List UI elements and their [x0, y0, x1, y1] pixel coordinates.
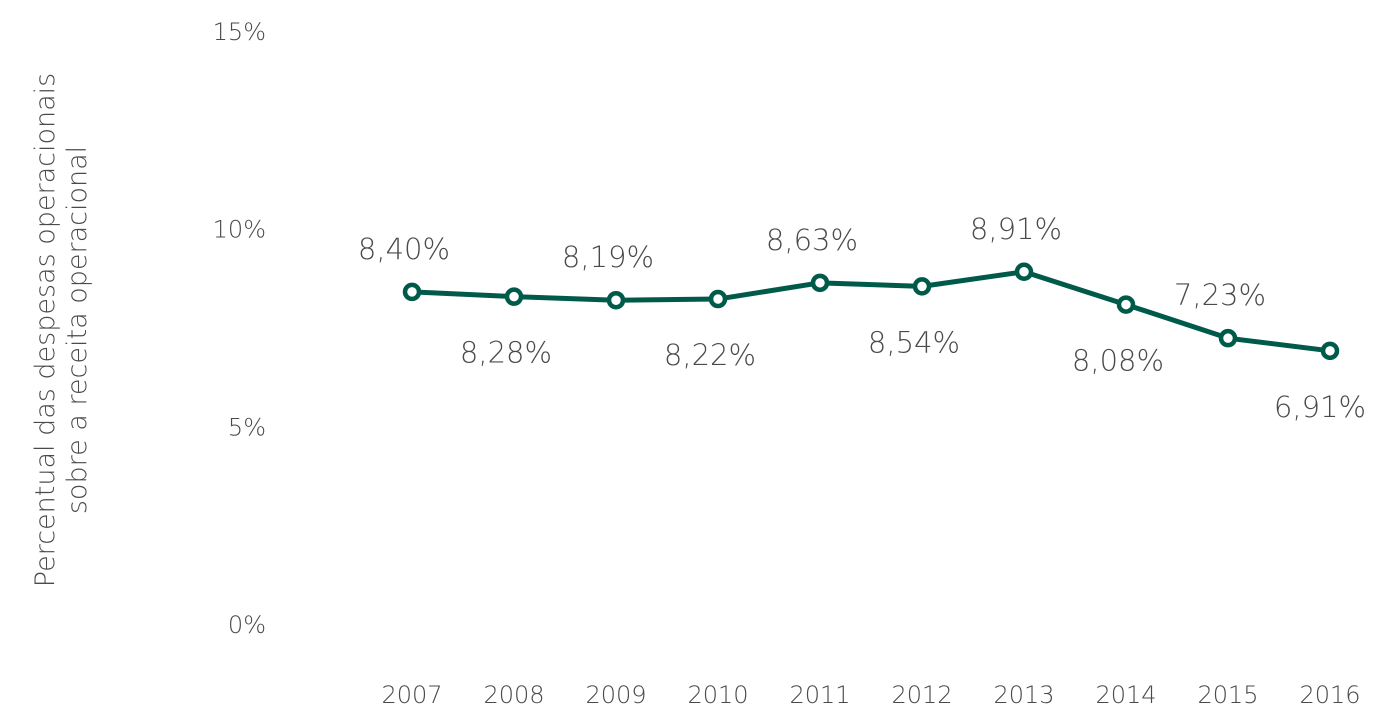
x-tick-label: 2010	[687, 681, 748, 709]
x-tick-label: 2014	[1095, 681, 1156, 709]
series-line	[411, 269, 1331, 354]
data-labels: 8,40% 8,28% 8,19% 8,22% 8,63% 8,54% 8,91% 8,08%…	[358, 212, 1366, 424]
x-tick-label: 2012	[891, 681, 952, 709]
data-point-marker	[504, 287, 524, 306]
data-label: 8,54%	[868, 325, 960, 359]
y-tick-label: 10%	[213, 216, 266, 244]
x-axis-ticks: 2007 2008 2009 2010 2011 2012 2013 2014 2015 2016	[381, 681, 1360, 709]
x-tick-label: 2013	[993, 681, 1054, 709]
y-tick-label: 15%	[213, 18, 266, 46]
data-label: 7,23%	[1174, 278, 1266, 312]
data-label: 8,08%	[1072, 344, 1164, 378]
data-point-marker	[402, 282, 422, 302]
y-axis-title-line-1: Percentual das despesas operacionais	[30, 73, 61, 588]
x-tick-label: 2008	[483, 681, 544, 709]
x-tick-label: 2009	[585, 681, 646, 709]
data-label: 8,40%	[358, 232, 450, 266]
data-point-marker	[1320, 341, 1340, 361]
x-tick-label: 2015	[1197, 681, 1258, 709]
y-axis-title-line-2: sobre a receita operacional	[62, 146, 93, 514]
data-point-marker	[1014, 262, 1034, 282]
x-tick-label: 2016	[1299, 681, 1360, 709]
data-point-marker	[708, 289, 728, 309]
data-point-marker	[1116, 295, 1136, 314]
y-axis-title: Percentual das despesas operacionais sob…	[30, 73, 93, 588]
y-tick-label: 5%	[228, 413, 266, 441]
data-label: 6,91%	[1274, 390, 1366, 424]
data-label: 8,91%	[970, 212, 1062, 246]
data-point-marker	[1218, 328, 1238, 348]
data-point-marker	[606, 290, 626, 310]
data-label: 8,22%	[664, 338, 756, 372]
x-tick-label: 2011	[789, 681, 850, 709]
y-tick-label: 0%	[228, 611, 266, 639]
x-tick-label: 2007	[381, 681, 442, 709]
y-axis-ticks: 0% 5% 10% 15%	[213, 18, 266, 639]
series-layer	[402, 262, 1340, 361]
data-label: 8,19%	[562, 240, 654, 274]
data-point-marker	[912, 277, 932, 296]
data-label: 8,63%	[766, 223, 858, 257]
data-label: 8,28%	[460, 336, 552, 370]
data-point-marker	[810, 273, 830, 293]
